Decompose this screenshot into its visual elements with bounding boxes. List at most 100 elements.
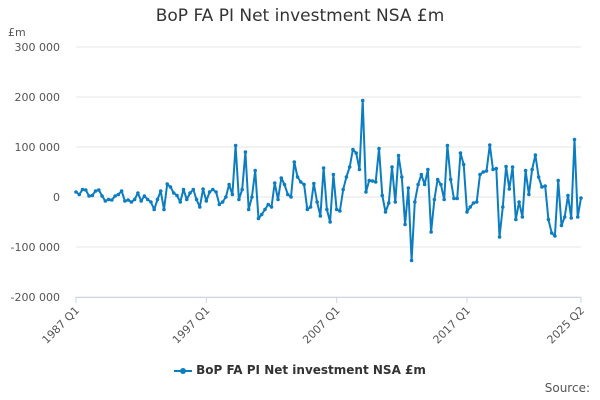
data-point[interactable] — [377, 146, 381, 151]
data-point[interactable] — [520, 215, 525, 219]
data-point[interactable] — [435, 177, 440, 182]
data-point[interactable] — [523, 168, 528, 173]
data-point[interactable] — [93, 189, 98, 193]
data-point[interactable] — [198, 205, 202, 209]
data-point[interactable] — [468, 205, 473, 209]
data-point[interactable] — [184, 197, 189, 202]
data-point[interactable] — [152, 207, 156, 212]
data-point[interactable] — [481, 170, 486, 174]
data-point[interactable] — [119, 189, 124, 193]
data-point[interactable] — [295, 175, 300, 179]
data-point[interactable] — [227, 182, 231, 187]
data-point[interactable] — [100, 194, 104, 198]
data-point[interactable] — [165, 182, 170, 186]
data-point[interactable] — [139, 199, 143, 203]
data-point[interactable] — [478, 172, 482, 177]
data-point[interactable] — [276, 197, 280, 202]
data-point[interactable] — [439, 182, 443, 187]
data-point[interactable] — [553, 234, 557, 238]
data-point[interactable] — [136, 191, 140, 195]
data-point[interactable] — [455, 196, 459, 201]
data-point[interactable] — [533, 153, 538, 157]
data-point[interactable] — [494, 166, 499, 171]
data-point[interactable] — [338, 209, 342, 213]
data-point[interactable] — [510, 165, 515, 169]
data-point[interactable] — [175, 193, 179, 198]
data-point[interactable] — [272, 181, 277, 185]
data-point[interactable] — [233, 143, 238, 148]
data-point[interactable] — [145, 197, 150, 202]
data-point[interactable] — [465, 210, 469, 214]
data-point[interactable] — [474, 200, 479, 204]
data-point[interactable] — [74, 190, 78, 194]
data-point[interactable] — [487, 143, 492, 147]
data-point[interactable] — [448, 177, 453, 182]
data-point[interactable] — [207, 190, 212, 194]
data-point[interactable] — [149, 200, 153, 204]
data-point[interactable] — [123, 199, 127, 203]
data-point[interactable] — [514, 217, 518, 222]
data-point[interactable] — [308, 205, 313, 209]
data-point[interactable] — [422, 182, 427, 187]
data-point[interactable] — [536, 175, 541, 179]
data-point[interactable] — [334, 207, 339, 212]
data-point[interactable] — [263, 207, 267, 212]
data-point[interactable] — [312, 181, 316, 186]
data-point[interactable] — [569, 216, 574, 220]
data-point[interactable] — [302, 182, 306, 187]
data-point[interactable] — [77, 192, 82, 197]
data-point[interactable] — [471, 201, 476, 205]
data-point[interactable] — [279, 176, 284, 180]
data-point[interactable] — [461, 162, 466, 167]
data-point[interactable] — [429, 230, 433, 234]
data-point[interactable] — [380, 193, 385, 198]
data-point[interactable] — [566, 193, 570, 198]
data-point[interactable] — [507, 187, 512, 191]
data-point[interactable] — [354, 151, 358, 155]
data-point[interactable] — [132, 197, 137, 202]
data-point[interactable] — [250, 195, 254, 199]
data-point[interactable] — [517, 200, 521, 204]
data-point[interactable] — [445, 143, 450, 148]
data-point[interactable] — [285, 192, 290, 197]
data-point[interactable] — [357, 167, 362, 172]
data-point[interactable] — [142, 194, 147, 198]
data-point[interactable] — [491, 167, 495, 172]
data-point[interactable] — [126, 198, 130, 202]
data-point[interactable] — [409, 258, 414, 263]
data-point[interactable] — [406, 186, 411, 190]
data-point[interactable] — [194, 197, 199, 202]
data-point[interactable] — [113, 194, 117, 198]
data-point[interactable] — [97, 188, 101, 192]
data-point[interactable] — [403, 222, 407, 227]
data-point[interactable] — [188, 191, 192, 195]
data-point[interactable] — [259, 212, 264, 217]
data-point[interactable] — [501, 205, 505, 209]
data-point[interactable] — [432, 197, 437, 202]
data-point[interactable] — [181, 187, 186, 192]
data-point[interactable] — [217, 202, 222, 207]
data-point[interactable] — [527, 192, 531, 197]
data-point[interactable] — [383, 210, 388, 214]
data-point[interactable] — [370, 179, 375, 183]
data-point[interactable] — [289, 195, 293, 199]
data-point[interactable] — [458, 151, 463, 155]
data-point[interactable] — [400, 175, 404, 179]
data-point[interactable] — [556, 178, 560, 183]
data-point[interactable] — [230, 192, 235, 197]
data-point[interactable] — [416, 182, 420, 187]
data-point[interactable] — [344, 175, 349, 179]
data-point[interactable] — [103, 199, 108, 203]
data-point[interactable] — [246, 207, 251, 212]
data-point[interactable] — [158, 189, 163, 193]
data-point[interactable] — [168, 185, 173, 189]
data-point[interactable] — [204, 199, 209, 203]
data-point[interactable] — [129, 200, 134, 204]
data-point[interactable] — [351, 147, 355, 152]
data-point[interactable] — [419, 172, 424, 177]
data-point[interactable] — [80, 187, 85, 192]
data-point[interactable] — [331, 172, 336, 177]
data-point[interactable] — [575, 215, 580, 219]
data-point[interactable] — [315, 200, 319, 204]
data-point[interactable] — [386, 201, 391, 205]
